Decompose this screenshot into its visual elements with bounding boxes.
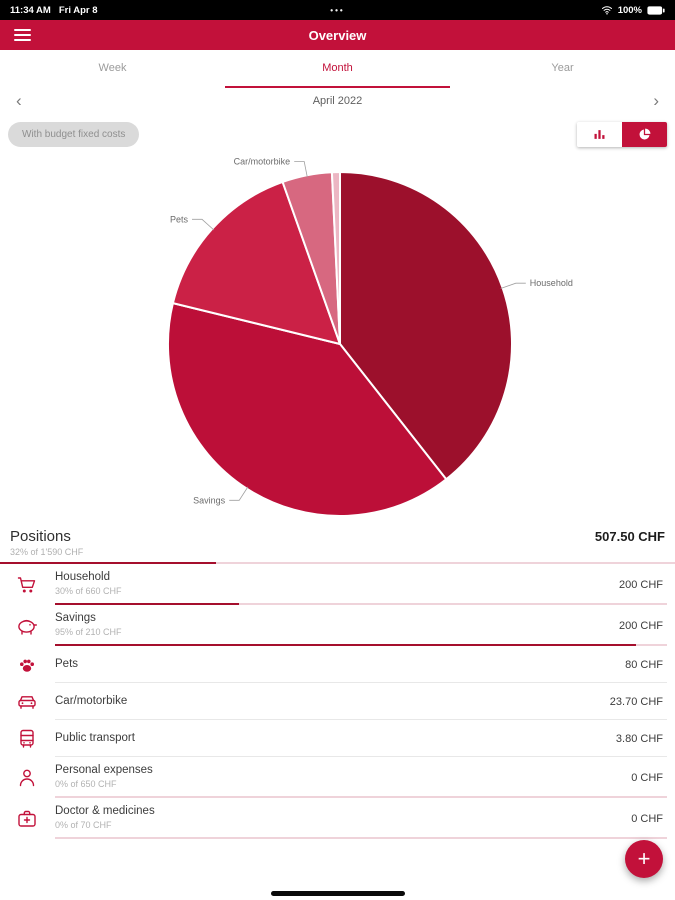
position-budget-text: 0% of 650 CHF (55, 779, 117, 789)
position-progress-bar (55, 603, 667, 605)
page-title: Overview (308, 27, 367, 43)
position-amount: 200 CHF (618, 578, 663, 591)
pie-chart-svg: Household Savings Pets Car/motorbike (166, 157, 573, 517)
position-label: Household (55, 571, 110, 583)
pie-label-leader-pets (192, 218, 215, 231)
position-budget-text: 30% of 660 CHF (55, 586, 122, 596)
row-divider (55, 682, 667, 683)
position-amount: 0 CHF (631, 771, 663, 784)
position-label: Public transport (55, 731, 135, 744)
home-indicator[interactable] (270, 891, 405, 896)
pie-chart-toggle[interactable] (622, 122, 667, 147)
position-row-main: Car/motorbike (55, 688, 610, 716)
positions-progress-bar (0, 562, 675, 564)
position-amount: 23.70 CHF (609, 695, 663, 708)
positions-section: Positions 507.50 CHF 32% of 1'590 CHF Ho… (0, 522, 675, 839)
position-progress-bar (55, 837, 667, 839)
position-amount: 0 CHF (631, 812, 663, 825)
position-row-main: Personal expenses 0% of 650 CHF (55, 757, 631, 798)
position-amount: 3.80 CHF (615, 732, 663, 745)
battery-icon (647, 5, 665, 15)
position-progress-bar (55, 796, 667, 798)
position-label: Doctor & medicines (55, 805, 155, 817)
bar-chart-icon (594, 130, 605, 139)
piggy-bank-icon (14, 613, 40, 639)
status-dots: ••• (330, 5, 345, 15)
spending-pie-chart: Household Savings Pets Car/motorbike (0, 148, 675, 522)
car-icon (14, 689, 40, 715)
period-tabs: Week Month Year (0, 50, 675, 88)
position-row[interactable]: Personal expenses 0% of 650 CHF 0 CHF (0, 757, 675, 798)
position-row-main: Household 30% of 660 CHF (55, 564, 619, 605)
pie-label-leader-savings (229, 486, 249, 501)
position-row[interactable]: Household 30% of 660 CHF 200 CHF (0, 564, 675, 605)
status-right: 100% (601, 5, 665, 16)
row-divider (55, 719, 667, 720)
tab-month[interactable]: Month (225, 50, 450, 88)
pie-label-leader-car-motorbike (294, 161, 308, 178)
position-row[interactable]: Savings 95% of 210 CHF 200 CHF (0, 605, 675, 646)
position-budget-text: 95% of 210 CHF (55, 627, 122, 637)
position-row[interactable]: Doctor & medicines 0% of 70 CHF 0 CHF (0, 798, 675, 839)
pie-label-savings: Savings (193, 495, 226, 505)
position-row-main: Doctor & medicines 0% of 70 CHF (55, 798, 631, 839)
positions-title: Positions (10, 528, 71, 545)
paw-icon (14, 652, 40, 678)
position-amount: 80 CHF (625, 658, 663, 671)
positions-list: Household 30% of 660 CHF 200 CHF Savings… (0, 564, 675, 839)
app-bar: Overview (0, 20, 675, 50)
row-divider (55, 756, 667, 757)
position-row-main: Public transport (55, 725, 616, 753)
tab-year[interactable]: Year (551, 62, 574, 74)
position-row[interactable]: Car/motorbike 23.70 CHF (0, 683, 675, 720)
chart-controls-row: With budget fixed costs (0, 122, 675, 148)
status-bar: 11:34 AM Fri Apr 8 ••• 100% (0, 0, 675, 20)
cart-icon (14, 572, 40, 598)
pie-slice-public-transport[interactable] (330, 171, 341, 345)
period-nav: ‹ April 2022 › (0, 88, 675, 114)
battery-percent: 100% (617, 4, 642, 16)
position-row[interactable]: Pets 80 CHF (0, 646, 675, 683)
position-label: Savings (55, 612, 96, 624)
add-button[interactable]: + (625, 840, 663, 878)
pie-label-leader-household (500, 282, 526, 289)
position-amount: 200 CHF (618, 619, 663, 632)
position-row-main: Savings 95% of 210 CHF (55, 605, 619, 646)
period-label: April 2022 (312, 95, 363, 107)
budget-filter-chip[interactable]: With budget fixed costs (8, 122, 140, 147)
bus-icon (14, 726, 40, 752)
bar-chart-toggle[interactable] (577, 122, 622, 147)
tab-week[interactable]: Week (98, 62, 127, 74)
pie-label-car-motorbike: Car/motorbike (234, 157, 291, 167)
position-label: Pets (55, 657, 79, 670)
wifi-icon (601, 5, 613, 15)
next-period-button[interactable]: › (653, 91, 659, 110)
position-label: Car/motorbike (55, 694, 128, 707)
status-time: 11:34 AM (10, 4, 51, 16)
position-row-main: Pets (55, 651, 625, 679)
pie-chart-icon (639, 128, 651, 140)
positions-budget-text: 32% of 1'590 CHF (10, 547, 84, 557)
position-budget-text: 0% of 70 CHF (55, 820, 112, 830)
positions-total: 507.50 CHF (594, 529, 665, 544)
menu-icon[interactable] (14, 29, 31, 41)
position-label: Personal expenses (55, 764, 153, 776)
positions-header: Positions 507.50 CHF (0, 528, 675, 545)
pie-label-pets: Pets (170, 214, 189, 224)
medkit-icon (14, 806, 40, 832)
position-progress-bar (55, 644, 667, 646)
status-left: 11:34 AM Fri Apr 8 (10, 5, 98, 16)
person-icon (14, 765, 40, 791)
pie-label-household: Household (530, 278, 573, 288)
chart-type-toggle (577, 122, 667, 147)
position-row[interactable]: Public transport 3.80 CHF (0, 720, 675, 757)
status-date: Fri Apr 8 (58, 4, 98, 16)
prev-period-button[interactable]: ‹ (16, 91, 22, 110)
